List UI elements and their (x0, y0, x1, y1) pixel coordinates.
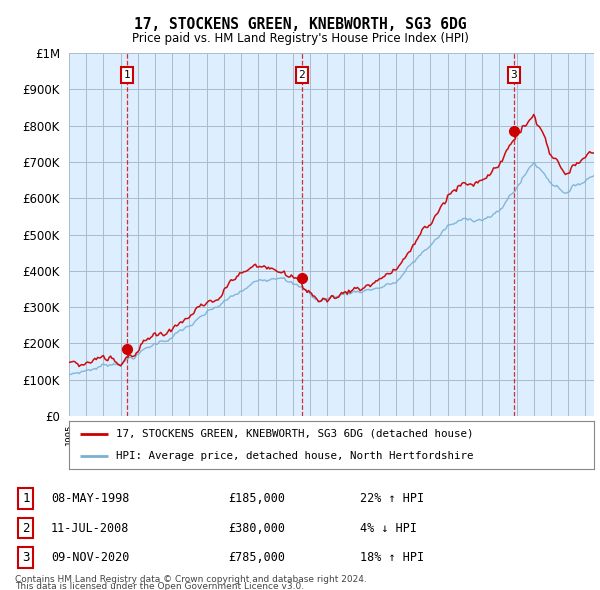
Text: Contains HM Land Registry data © Crown copyright and database right 2024.: Contains HM Land Registry data © Crown c… (15, 575, 367, 584)
Text: 09-NOV-2020: 09-NOV-2020 (51, 551, 130, 564)
Text: 17, STOCKENS GREEN, KNEBWORTH, SG3 6DG: 17, STOCKENS GREEN, KNEBWORTH, SG3 6DG (134, 17, 466, 31)
Text: £380,000: £380,000 (228, 522, 285, 535)
Text: 2: 2 (299, 70, 305, 80)
Text: 3: 3 (511, 70, 517, 80)
Text: 18% ↑ HPI: 18% ↑ HPI (360, 551, 424, 564)
Text: HPI: Average price, detached house, North Hertfordshire: HPI: Average price, detached house, Nort… (116, 451, 474, 461)
Text: 1: 1 (22, 492, 29, 505)
Text: 11-JUL-2008: 11-JUL-2008 (51, 522, 130, 535)
Text: £785,000: £785,000 (228, 551, 285, 564)
Text: Price paid vs. HM Land Registry's House Price Index (HPI): Price paid vs. HM Land Registry's House … (131, 32, 469, 45)
Text: 3: 3 (22, 551, 29, 564)
Text: 4% ↓ HPI: 4% ↓ HPI (360, 522, 417, 535)
Text: £185,000: £185,000 (228, 492, 285, 505)
Text: 1: 1 (124, 70, 130, 80)
Text: 2: 2 (22, 522, 29, 535)
Text: 08-MAY-1998: 08-MAY-1998 (51, 492, 130, 505)
Text: 22% ↑ HPI: 22% ↑ HPI (360, 492, 424, 505)
Text: This data is licensed under the Open Government Licence v3.0.: This data is licensed under the Open Gov… (15, 582, 304, 590)
Text: 17, STOCKENS GREEN, KNEBWORTH, SG3 6DG (detached house): 17, STOCKENS GREEN, KNEBWORTH, SG3 6DG (… (116, 429, 474, 439)
